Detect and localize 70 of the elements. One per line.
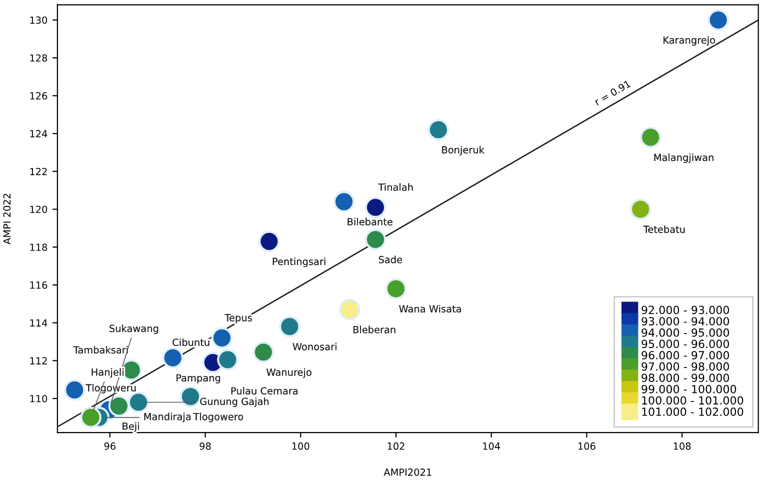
point	[428, 119, 450, 140]
y-tick-label: 110	[30, 394, 48, 402]
annotation: Mandiraja	[144, 412, 190, 422]
x-tick-label: 104	[483, 442, 500, 450]
annotation: Bilebante	[348, 218, 392, 226]
point	[128, 392, 150, 413]
y-tick-label: 122	[30, 168, 47, 176]
legend-label: 99.000 - 100.000	[642, 384, 736, 394]
point	[333, 191, 355, 212]
annotation: Pulau Cemara	[231, 387, 298, 395]
y-tick-label: 128	[30, 54, 48, 62]
point	[339, 298, 360, 320]
annotation: r = 0.91	[594, 80, 631, 106]
point	[258, 230, 280, 252]
legend-label: 94.000 - 95.000	[642, 328, 730, 337]
legend-label: 100.000 - 101.000	[642, 396, 744, 405]
point	[708, 9, 729, 31]
point	[64, 379, 86, 401]
legend-label: 95.000 - 96.000	[642, 340, 730, 348]
legend-label: 96.000 - 97.000	[642, 350, 730, 360]
annotation: Tinalah	[378, 183, 413, 191]
annotation: Beji	[122, 422, 139, 432]
legend-label: 93.000 - 94.000	[642, 317, 730, 326]
annotation: Tetebatu	[643, 225, 685, 233]
y-tick-label: 126	[30, 92, 48, 100]
point	[211, 327, 233, 349]
point	[385, 278, 407, 300]
y-tick-label: 120	[30, 206, 48, 214]
annotation: Wana Wisata	[399, 304, 461, 312]
annotation: Karangrejo	[664, 36, 715, 46]
y-tick-label: 130	[30, 16, 48, 24]
point	[279, 316, 300, 338]
legend-label: 92.000 - 93.000	[642, 306, 730, 314]
annotation: Sukawang	[110, 324, 158, 334]
point	[252, 341, 274, 363]
point	[180, 386, 202, 408]
y-tick-label: 124	[30, 130, 48, 138]
x-tick-label: 100	[292, 442, 310, 450]
legend-label: 101.000 - 102.000	[642, 408, 744, 416]
point	[217, 349, 238, 370]
x-tick-label: 106	[578, 442, 596, 450]
y-tick-label: 118	[30, 244, 48, 251]
y-tick-label: 112	[30, 357, 47, 364]
point	[80, 406, 102, 428]
point	[364, 196, 386, 218]
y-tick-label: 116	[30, 281, 48, 289]
legend-label: 97.000 - 98.000	[642, 362, 730, 371]
annotation: Pampang	[176, 374, 220, 384]
point	[108, 395, 130, 417]
annotation: Bleberan	[353, 326, 396, 334]
annotation: Wanurejo	[266, 368, 312, 378]
x-tick-label: 102	[388, 442, 404, 450]
legend-label: 98.000 - 99.000	[642, 374, 730, 382]
y-axis-title: AMPI 2022	[3, 194, 11, 244]
annotation: Malangjiwan	[654, 154, 714, 163]
point	[640, 126, 662, 148]
point	[162, 347, 184, 368]
annotation: Tlogowero	[193, 412, 244, 422]
annotation: Pentingsari	[272, 258, 326, 268]
annotation: Sade	[378, 256, 402, 264]
point	[364, 228, 386, 250]
x-tick-label: 98	[200, 442, 211, 450]
x-tick-label: 108	[674, 442, 691, 450]
annotation: Gunung Gajah	[200, 398, 269, 407]
annotation: Wonosari	[292, 342, 336, 350]
x-tick-label: 96	[104, 442, 116, 450]
y-tick-label: 114	[30, 319, 48, 326]
annotation: Bonjeruk	[442, 146, 484, 156]
point	[630, 198, 652, 220]
x-axis-title: AMPI2021	[384, 468, 432, 476]
